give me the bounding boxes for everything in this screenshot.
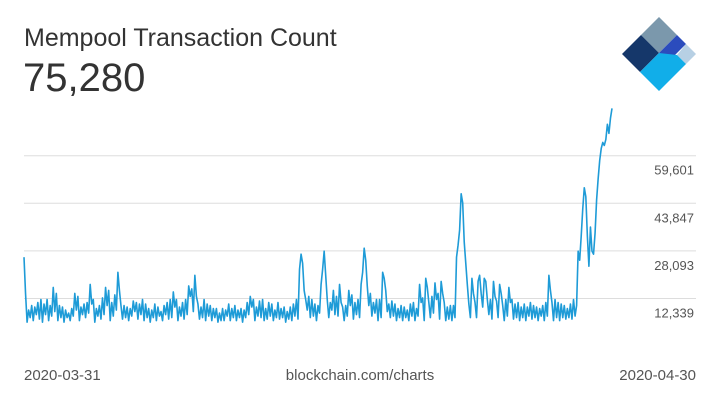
y-tick-label: 43,847 (654, 210, 694, 225)
logo-cyan-tile (640, 53, 686, 91)
end-date-label: 2020-04-30 (619, 367, 696, 384)
y-tick-label: 28,093 (654, 258, 694, 273)
start-date-label: 2020-03-31 (24, 367, 101, 384)
chart-title: Mempool Transaction Count (24, 24, 337, 52)
y-tick-labels: 12,339 28,093 43,847 59,601 (654, 163, 694, 321)
blockchain-logo[interactable] (622, 17, 696, 91)
logo-dark-tile (622, 35, 659, 72)
y-tick-label: 12,339 (654, 305, 694, 320)
current-value: 75,280 (23, 56, 146, 100)
series-line-mempool-count (23, 108, 613, 323)
y-tick-label: 59,601 (654, 163, 694, 178)
logo-light-tile (677, 44, 696, 64)
source-link[interactable]: blockchain.com/charts (285, 367, 435, 384)
